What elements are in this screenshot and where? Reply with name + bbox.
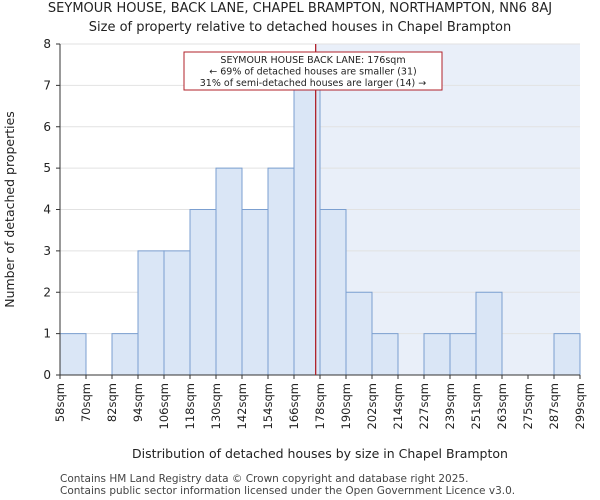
- x-tick-label: 154sqm: [261, 383, 275, 429]
- x-axis-title: Distribution of detached houses by size …: [132, 446, 508, 461]
- x-tick-label: 299sqm: [573, 383, 587, 429]
- x-tick-label: 142sqm: [235, 383, 249, 429]
- footer-licence: Contains public sector information licen…: [60, 485, 516, 497]
- y-tick-label: 0: [43, 368, 51, 382]
- y-tick-label: 3: [43, 244, 51, 258]
- x-tick-label: 70sqm: [79, 383, 93, 422]
- y-axis-title: Number of detached properties: [2, 111, 17, 308]
- x-tick-label: 251sqm: [469, 383, 483, 429]
- chart-title: SEYMOUR HOUSE, BACK LANE, CHAPEL BRAMPTO…: [47, 1, 553, 16]
- chart-subtitle: Size of property relative to detached ho…: [88, 20, 512, 35]
- annotation-line: 31% of semi-detached houses are larger (…: [200, 78, 427, 89]
- x-tick-label: 214sqm: [391, 383, 405, 429]
- annotation-line: ← 69% of detached houses are smaller (31…: [209, 67, 416, 78]
- x-tick-label: 166sqm: [287, 383, 301, 429]
- x-tick-label: 130sqm: [209, 383, 223, 429]
- bar: [137, 250, 165, 376]
- bar: [59, 333, 87, 376]
- x-tick-label: 202sqm: [365, 383, 379, 429]
- y-tick-label: 1: [43, 327, 51, 341]
- y-tick-label: 8: [43, 37, 51, 51]
- x-tick-label: 227sqm: [417, 383, 431, 429]
- bar: [371, 333, 399, 376]
- bar: [163, 250, 191, 376]
- x-tick-label: 275sqm: [521, 383, 535, 429]
- annotation-line: SEYMOUR HOUSE BACK LANE: 176sqm: [220, 55, 405, 66]
- y-tick-label: 5: [43, 161, 51, 175]
- bar: [189, 209, 217, 376]
- x-tick-label: 239sqm: [443, 383, 457, 429]
- annotation-box: [183, 51, 443, 91]
- y-tick-label: 6: [43, 120, 51, 134]
- histogram-chart: 0 1 2 3 4 5 6 7 8 58sqm 70sqm 82sqm 94sqm 106sqm 118sq…: [2, 37, 587, 461]
- bar: [215, 167, 243, 376]
- x-tick-label: 287sqm: [547, 383, 561, 429]
- bar: [267, 167, 295, 376]
- bar: [111, 333, 139, 376]
- x-tick-label: 94sqm: [131, 383, 145, 422]
- bar: [449, 333, 477, 376]
- y-tick-label: 2: [43, 285, 51, 299]
- x-tick-label: 82sqm: [105, 383, 119, 422]
- x-tick-label: 58sqm: [53, 383, 67, 422]
- x-tick-label: 106sqm: [157, 383, 171, 429]
- bar: [241, 209, 269, 376]
- x-tick-label: 263sqm: [495, 383, 509, 429]
- footer-copyright: Contains HM Land Registry data © Crown c…: [60, 473, 469, 485]
- bar: [345, 291, 373, 376]
- y-tick-label: 7: [43, 78, 51, 92]
- y-tick-label: 4: [43, 203, 51, 217]
- bar: [475, 291, 503, 376]
- bar: [319, 209, 347, 376]
- x-tick-label: 190sqm: [339, 383, 353, 429]
- bar: [553, 333, 581, 376]
- x-tick-label: 178sqm: [313, 383, 327, 429]
- x-tick-label: 118sqm: [183, 383, 197, 429]
- bar: [423, 333, 451, 376]
